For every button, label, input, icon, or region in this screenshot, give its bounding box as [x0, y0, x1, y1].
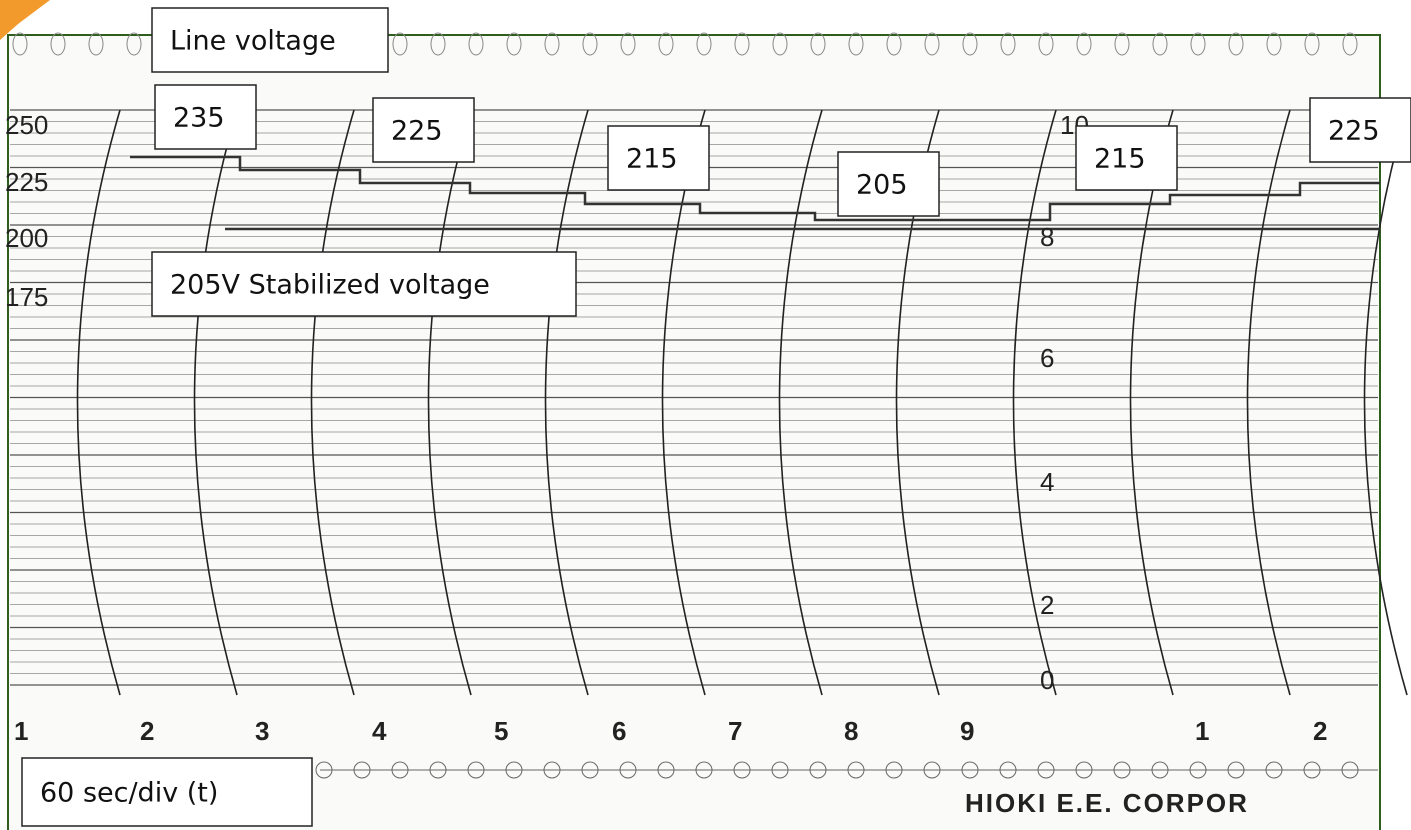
- reading-box-text: 235: [173, 103, 225, 134]
- line-voltage-box: Line voltage: [152, 8, 388, 72]
- reading-box: 215: [608, 126, 709, 190]
- reading-box-text: 215: [626, 144, 678, 175]
- time-mark: 1: [14, 716, 28, 746]
- line-voltage-box-text: Line voltage: [170, 26, 336, 57]
- time-mark: 3: [255, 716, 269, 746]
- time-mark: 4: [372, 716, 387, 746]
- reading-box: 205: [838, 152, 939, 216]
- right-scale-label: 8: [1040, 222, 1054, 252]
- right-scale-label: 0: [1040, 665, 1054, 695]
- left-scale-label: 250: [5, 110, 48, 140]
- right-scale-label: 2: [1040, 590, 1054, 620]
- right-scale-label: 4: [1040, 467, 1054, 497]
- reading-box: 215: [1076, 126, 1177, 190]
- reading-box-text: 225: [1328, 116, 1380, 147]
- recorder-screenshot: 250225200175108642012345678912HIOKI E.E.…: [0, 0, 1411, 830]
- time-mark: 2: [140, 716, 154, 746]
- time-mark: 2: [1313, 716, 1327, 746]
- brand-text: HIOKI E.E. CORPOR: [965, 788, 1249, 818]
- reading-box-text: 215: [1094, 144, 1146, 175]
- right-scale-label: 6: [1040, 343, 1054, 373]
- left-scale-label: 200: [5, 223, 48, 253]
- stabilized-box-text: 205V Stabilized voltage: [170, 270, 490, 301]
- time-mark: 6: [612, 716, 626, 746]
- time-mark: 5: [494, 716, 508, 746]
- reading-box: 225: [1310, 98, 1411, 162]
- time-mark: 8: [844, 716, 858, 746]
- reading-box-text: 225: [391, 116, 443, 147]
- time-base-box: 60 sec/div (t): [22, 758, 312, 826]
- left-scale-label: 175: [5, 282, 48, 312]
- time-mark: 1: [1195, 716, 1209, 746]
- time-mark: 9: [960, 716, 974, 746]
- time-mark: 7: [728, 716, 742, 746]
- stabilized-box: 205V Stabilized voltage: [152, 252, 576, 316]
- left-scale-label: 225: [5, 167, 48, 197]
- reading-box: 225: [373, 98, 474, 162]
- time-base-box-text: 60 sec/div (t): [40, 778, 218, 809]
- reading-box: 235: [155, 85, 256, 149]
- reading-box-text: 205: [856, 170, 908, 201]
